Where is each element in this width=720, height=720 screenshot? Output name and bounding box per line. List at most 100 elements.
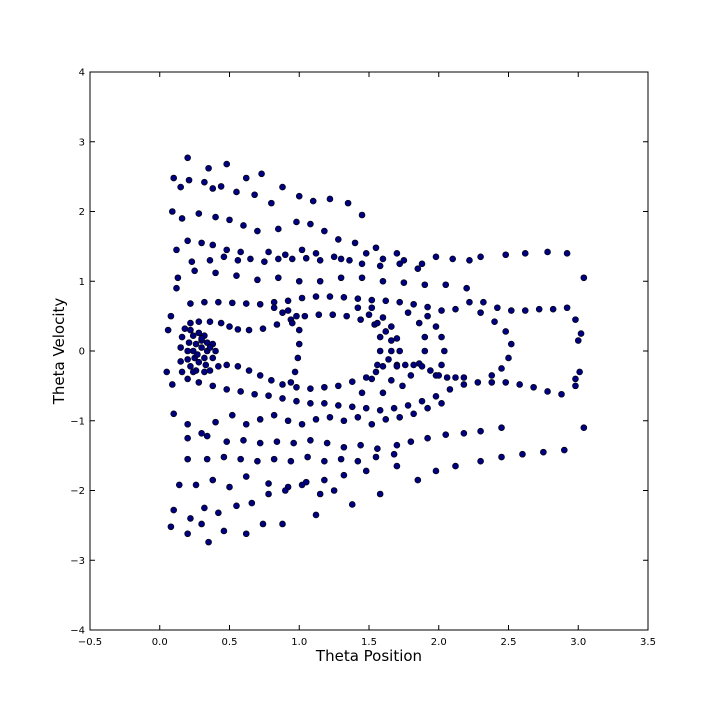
y-tick-label: −3 [70, 556, 85, 567]
data-point [442, 281, 450, 289]
data-point [270, 304, 278, 312]
data-point [281, 487, 289, 494]
y-tick-label: −4 [70, 626, 85, 637]
data-point [177, 358, 184, 365]
plot-frame [89, 71, 649, 631]
x-tick-label: 0.5 [222, 637, 238, 648]
data-point [195, 358, 203, 366]
data-point [187, 300, 194, 307]
data-point [414, 476, 422, 484]
data-point [251, 191, 258, 199]
data-point [326, 195, 334, 203]
data-point [438, 400, 445, 407]
data-point [189, 368, 197, 376]
y-tick-label: 3 [79, 137, 85, 148]
data-point [223, 361, 231, 369]
data-point [379, 389, 387, 397]
data-point [396, 298, 403, 306]
data-point [226, 483, 233, 491]
data-point [502, 251, 510, 259]
data-point [178, 333, 186, 341]
data-point [358, 274, 366, 282]
data-point [372, 453, 380, 461]
data-point [163, 368, 171, 376]
data-point [358, 260, 366, 268]
data-point [357, 316, 364, 323]
data-point [368, 420, 376, 428]
data-point [302, 254, 310, 262]
data-point [488, 379, 496, 386]
data-point [393, 363, 401, 370]
data-point [315, 311, 323, 319]
data-point [259, 520, 267, 528]
data-point [544, 388, 551, 395]
data-point [220, 453, 228, 461]
data-point [415, 319, 423, 327]
x-tick-label: 2.5 [501, 637, 517, 648]
data-point [348, 403, 356, 411]
data-point [194, 351, 201, 358]
data-point [337, 274, 345, 282]
y-tick-label: 4 [79, 68, 85, 79]
data-point [187, 363, 194, 370]
data-point [273, 438, 281, 445]
x-tick-label: 2.0 [431, 637, 447, 648]
data-point [203, 455, 211, 463]
data-point [427, 367, 434, 374]
data-point [404, 309, 412, 316]
data-point [312, 293, 320, 300]
data-point [323, 439, 331, 447]
data-point [577, 330, 585, 337]
data-point [362, 467, 370, 475]
data-point [209, 241, 217, 249]
data-point [201, 504, 208, 512]
data-point [195, 329, 203, 337]
data-point [169, 208, 176, 215]
data-point [290, 439, 297, 447]
data-point [390, 404, 398, 412]
data-point [177, 183, 184, 191]
data-point [376, 333, 384, 341]
data-point [195, 379, 203, 386]
data-point [460, 430, 468, 437]
data-point [321, 400, 328, 407]
data-point [287, 457, 295, 465]
data-point [201, 354, 208, 362]
data-point [502, 328, 510, 335]
data-point [382, 416, 390, 423]
data-point [265, 392, 272, 399]
data-point [424, 434, 431, 442]
data-point [307, 436, 314, 444]
data-point [220, 527, 228, 535]
data-point [410, 300, 417, 308]
data-point [201, 178, 208, 186]
data-point [164, 326, 172, 334]
data-point [516, 381, 523, 388]
y-tick-label: 2 [79, 207, 85, 218]
data-point [326, 293, 334, 300]
data-point [340, 293, 348, 301]
data-point [321, 227, 328, 235]
data-point [400, 257, 408, 264]
data-point [418, 397, 426, 405]
data-point [268, 376, 275, 384]
data-point [404, 402, 412, 409]
data-point [206, 367, 214, 374]
data-point [247, 255, 254, 263]
data-point [540, 448, 547, 456]
x-tick-label: 1.0 [291, 637, 307, 648]
data-point [396, 260, 403, 268]
data-point [234, 363, 242, 370]
data-point [340, 417, 348, 425]
x-tick-label: 3.5 [640, 637, 656, 648]
data-point [382, 328, 390, 335]
data-point [348, 501, 356, 508]
data-point [466, 257, 473, 264]
data-point [544, 248, 551, 256]
data-point [507, 307, 515, 314]
data-point [206, 318, 214, 326]
data-point [256, 372, 264, 379]
data-point [329, 311, 337, 319]
data-point [256, 439, 264, 447]
data-point [410, 361, 417, 369]
